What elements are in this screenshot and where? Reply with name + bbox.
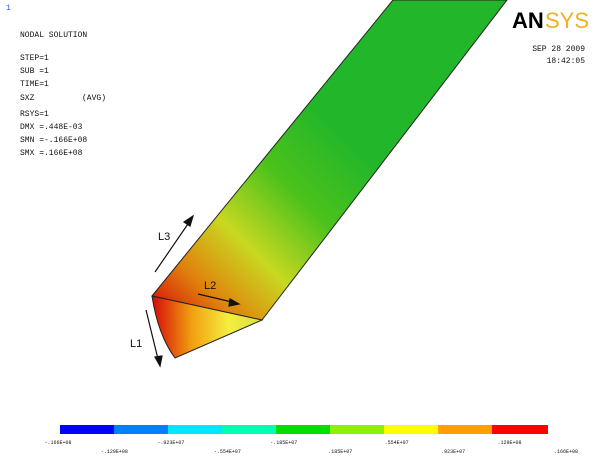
colorbar-label: .923E+07 (441, 449, 465, 455)
colorbar-band (60, 425, 115, 434)
info-line: RSYS=1 (20, 110, 49, 119)
date: SEP 28 2009 (532, 45, 585, 54)
info-line: SUB =1 (20, 67, 49, 76)
screenshot: 1 NODAL SOLUTION SXZ (AVG) AN SYS SEP 28… (0, 0, 600, 456)
colorbar-label: -.923E+07 (157, 440, 184, 446)
title: NODAL SOLUTION (20, 31, 87, 40)
averaging: (AVG) (82, 94, 106, 103)
colorbar-label: .166E+08 (554, 449, 578, 455)
colorbar-band (384, 425, 439, 434)
colorbar-band (168, 425, 223, 434)
annotation: L3 (158, 231, 170, 243)
colorbar-label: -.166E+08 (44, 440, 71, 446)
colorbar (60, 425, 548, 434)
colorbar-label: -.129E+08 (101, 449, 128, 455)
colorbar-band (438, 425, 493, 434)
colorbar-label: -.185E+07 (270, 440, 297, 446)
window-number: 1 (6, 4, 11, 13)
annotation: L2 (204, 280, 216, 292)
colorbar-band (330, 425, 385, 434)
colorbar-label: .129E+08 (498, 440, 522, 446)
info-line: STEP=1 (20, 54, 49, 63)
colorbar-band (492, 425, 548, 434)
info-line: DMX =.448E-03 (20, 123, 83, 132)
colorbar-band (222, 425, 277, 434)
time: 18:42:05 (547, 57, 586, 66)
colorbar-label: .554E+07 (385, 440, 409, 446)
colorbar-label: .185E+07 (328, 449, 352, 455)
logo-sys: SYS (545, 8, 589, 33)
colorbar-label: -.554E+07 (214, 449, 241, 455)
colorbar-band (114, 425, 169, 434)
info-line: SMN =-.166E+08 (20, 136, 87, 145)
info-line: SMX =.166E+08 (20, 149, 83, 158)
annotation: L1 (130, 338, 142, 350)
colorbar-band (276, 425, 331, 434)
component: SXZ (20, 94, 35, 103)
logo-an: AN (512, 8, 544, 33)
info-line: TIME=1 (20, 80, 49, 89)
